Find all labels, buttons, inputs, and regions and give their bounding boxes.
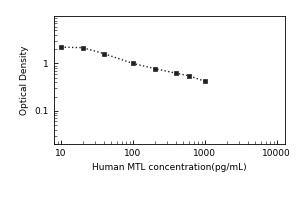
Y-axis label: Optical Density: Optical Density: [20, 45, 29, 115]
X-axis label: Human MTL concentration(pg/mL): Human MTL concentration(pg/mL): [92, 163, 247, 172]
